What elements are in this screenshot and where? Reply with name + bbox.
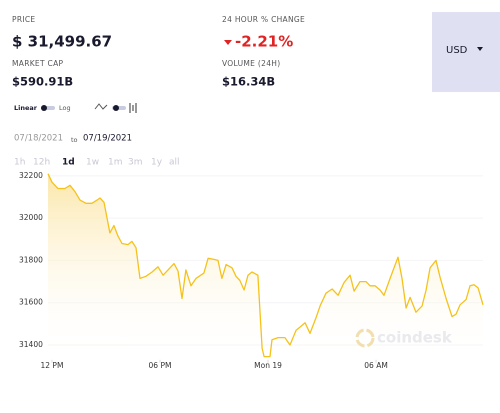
change-label: 24 HOUR % CHANGE — [222, 15, 305, 24]
range-button[interactable]: 1m — [108, 158, 123, 168]
market-cap: $590.91B — [12, 75, 73, 89]
date-to[interactable]: 07/19/2021 — [83, 134, 132, 144]
watermark-logo — [355, 328, 375, 348]
price-line — [47, 173, 484, 358]
volume-label: VOLUME (24H) — [222, 59, 280, 68]
x-tick-label: 12 PM — [41, 361, 64, 370]
toggle-knob — [41, 105, 47, 111]
currency[interactable]: USD — [446, 45, 468, 56]
range-button[interactable]: all — [169, 158, 180, 168]
range-button[interactable]: 12h — [33, 158, 50, 168]
y-tick-label: 31600 — [19, 298, 43, 307]
line-icon[interactable] — [94, 103, 108, 110]
area — [48, 173, 483, 360]
x-tick-label: 06 AM — [364, 361, 388, 370]
date-from[interactable]: 07/18/2021 — [14, 134, 63, 144]
price: $ 31,499.67 — [12, 33, 112, 51]
watermark: coindesk — [377, 329, 453, 347]
currency-caret — [477, 47, 483, 51]
market-cap-label: MARKET CAP — [12, 59, 64, 68]
y-tick-label: 31800 — [19, 255, 43, 264]
log-option[interactable]: Log — [59, 104, 71, 112]
volume: $16.34B — [222, 75, 275, 89]
range-button[interactable]: 1w — [86, 158, 99, 168]
chart-toggle-knob — [113, 105, 119, 111]
linear-option[interactable]: Linear — [14, 104, 38, 112]
date-to-word: to — [71, 136, 78, 144]
price-label: PRICE — [12, 15, 35, 24]
range-buttons: 1h 12h 1d 1w 1m 3m 1y all — [14, 158, 180, 168]
range-button[interactable]: 1y — [151, 158, 163, 168]
candle-icon[interactable] — [129, 103, 137, 113]
down-arrow — [224, 40, 232, 45]
x-tick-label: Mon 19 — [254, 361, 282, 370]
range-button[interactable]: 3m — [128, 158, 143, 168]
change: -2.21% — [235, 33, 293, 51]
range-button[interactable]: 1h — [14, 158, 25, 168]
y-tick-label: 32200 — [19, 171, 43, 180]
y-tick-label: 32000 — [19, 213, 43, 222]
y-tick-label: 31400 — [19, 340, 43, 349]
x-tick-label: 06 PM — [149, 361, 172, 370]
range-button[interactable]: 1d — [62, 158, 75, 168]
currency-button[interactable] — [432, 12, 500, 92]
